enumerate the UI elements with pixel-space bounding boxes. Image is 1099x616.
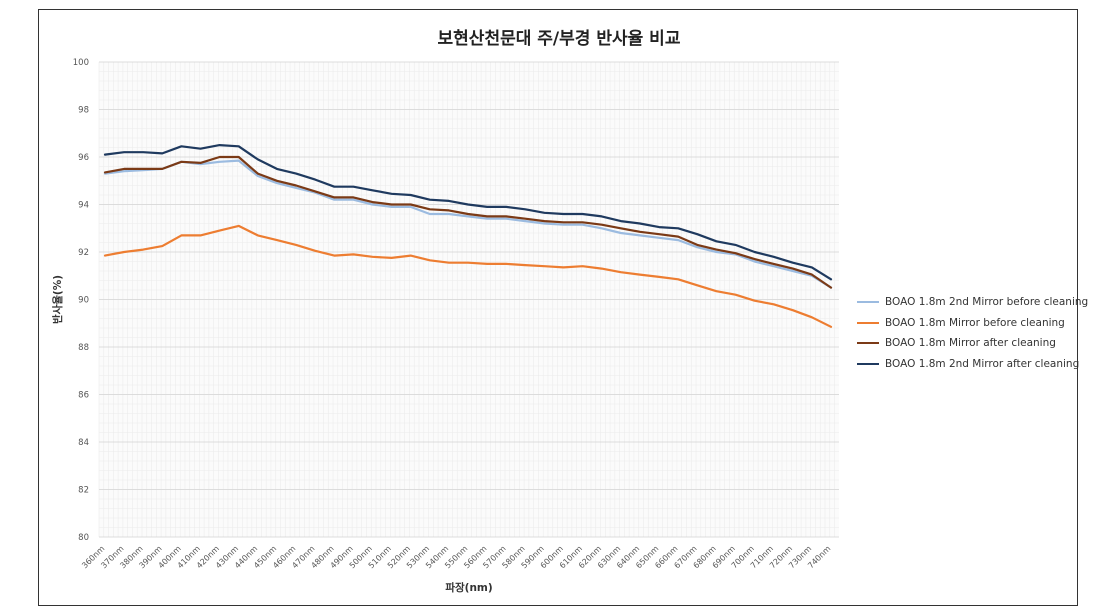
y-tick-label: 84 bbox=[78, 438, 89, 448]
x-axis-title: 파장(nm) bbox=[445, 581, 492, 594]
series-line-1 bbox=[103, 159, 833, 289]
legend-swatch bbox=[857, 362, 879, 365]
series-line-2 bbox=[103, 224, 833, 328]
y-tick-label: 98 bbox=[78, 106, 89, 116]
legend-item-1: BOAO 1.8m 2nd Mirror before cleaning bbox=[857, 292, 1088, 313]
y-axis-title: 반사율(%) bbox=[51, 275, 64, 324]
chart-legend: BOAO 1.8m 2nd Mirror before cleaning BOAO… bbox=[857, 292, 1088, 374]
legend-label: BOAO 1.8m Mirror before cleaning bbox=[885, 316, 1065, 329]
y-tick-label: 90 bbox=[78, 296, 89, 306]
y-tick-label: 82 bbox=[78, 486, 89, 496]
legend-item-4: BOAO 1.8m 2nd Mirror after cleaning bbox=[857, 354, 1088, 375]
legend-item-2: BOAO 1.8m Mirror before cleaning bbox=[857, 313, 1088, 334]
series-line-3 bbox=[103, 155, 833, 289]
legend-swatch bbox=[857, 342, 879, 345]
chart-plot: 80828486889092949698100360nm370nm380nm39… bbox=[51, 58, 839, 594]
legend-label: BOAO 1.8m 2nd Mirror after cleaning bbox=[885, 357, 1080, 370]
y-tick-label: 92 bbox=[78, 248, 89, 258]
y-tick-label: 100 bbox=[73, 58, 89, 68]
y-tick-label: 96 bbox=[78, 153, 89, 163]
legend-swatch bbox=[857, 321, 879, 324]
chart-title: 보현산천문대 주/부경 반사율 비교 bbox=[437, 29, 681, 49]
legend-label: BOAO 1.8m Mirror after cleaning bbox=[885, 337, 1056, 350]
y-tick-label: 94 bbox=[78, 201, 89, 211]
y-tick-label: 86 bbox=[78, 391, 89, 401]
series-line-4 bbox=[103, 144, 833, 281]
legend-swatch bbox=[857, 301, 879, 304]
y-tick-label: 80 bbox=[78, 533, 89, 543]
legend-label: BOAO 1.8m 2nd Mirror before cleaning bbox=[885, 296, 1089, 309]
chart-frame: 보현산천문대 주/부경 반사율 비교 80 82 84 86 88 90 92 94 96 98 1… bbox=[38, 9, 1088, 606]
y-tick-label: 88 bbox=[78, 343, 89, 353]
legend-item-3: BOAO 1.8m Mirror after cleaning bbox=[857, 333, 1088, 354]
